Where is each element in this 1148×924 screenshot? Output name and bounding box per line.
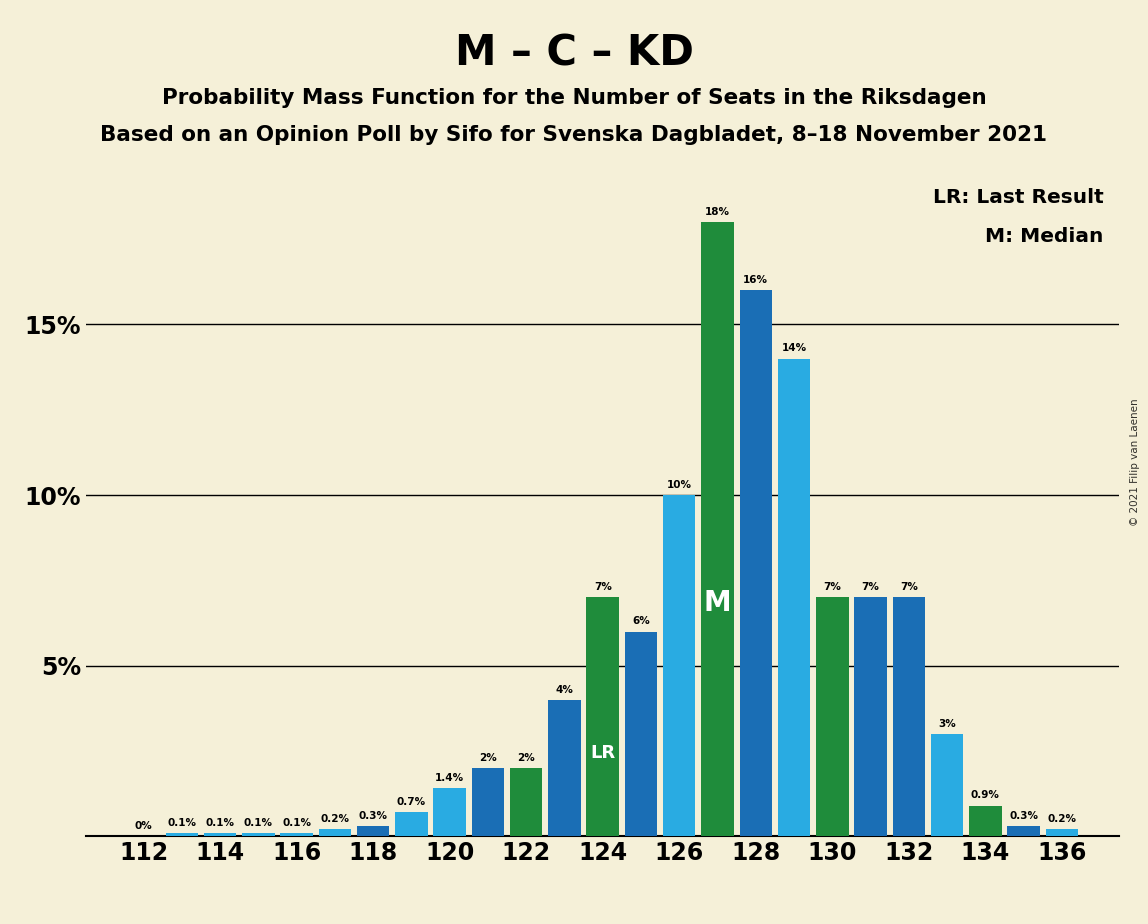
Text: M: Median: M: Median xyxy=(985,227,1103,247)
Text: 14%: 14% xyxy=(782,344,807,354)
Text: 10%: 10% xyxy=(667,480,692,490)
Text: 0.2%: 0.2% xyxy=(320,814,349,824)
Bar xyxy=(931,734,963,836)
Text: 0.2%: 0.2% xyxy=(1047,814,1077,824)
Bar xyxy=(395,812,427,836)
Text: 7%: 7% xyxy=(594,582,612,592)
Bar xyxy=(816,598,848,836)
Text: 7%: 7% xyxy=(900,582,917,592)
Bar xyxy=(510,768,543,836)
Text: 4%: 4% xyxy=(556,685,573,695)
Text: 0.7%: 0.7% xyxy=(397,797,426,808)
Text: 6%: 6% xyxy=(633,616,650,626)
Text: 2%: 2% xyxy=(479,753,497,763)
Bar xyxy=(549,699,581,836)
Text: 0.3%: 0.3% xyxy=(358,811,388,821)
Bar xyxy=(280,833,312,836)
Bar xyxy=(664,495,696,836)
Text: 0.1%: 0.1% xyxy=(205,818,234,828)
Text: 7%: 7% xyxy=(823,582,841,592)
Bar xyxy=(854,598,886,836)
Text: LR: Last Result: LR: Last Result xyxy=(933,188,1103,207)
Text: LR: LR xyxy=(590,744,615,761)
Bar xyxy=(969,806,1001,836)
Bar xyxy=(203,833,236,836)
Bar xyxy=(1046,830,1078,836)
Text: M – C – KD: M – C – KD xyxy=(455,32,693,74)
Text: 1.4%: 1.4% xyxy=(435,773,464,784)
Text: 2%: 2% xyxy=(518,753,535,763)
Bar xyxy=(625,631,657,836)
Bar xyxy=(777,359,810,836)
Text: 18%: 18% xyxy=(705,207,730,217)
Text: 0.3%: 0.3% xyxy=(1009,811,1038,821)
Text: © 2021 Filip van Laenen: © 2021 Filip van Laenen xyxy=(1130,398,1140,526)
Bar xyxy=(1007,826,1040,836)
Bar xyxy=(472,768,504,836)
Text: 0%: 0% xyxy=(134,821,153,831)
Text: 0.1%: 0.1% xyxy=(282,818,311,828)
Text: 0.1%: 0.1% xyxy=(243,818,273,828)
Bar xyxy=(739,290,773,836)
Bar xyxy=(892,598,925,836)
Bar xyxy=(587,598,619,836)
Text: Based on an Opinion Poll by Sifo for Svenska Dagbladet, 8–18 November 2021: Based on an Opinion Poll by Sifo for Sve… xyxy=(101,125,1047,145)
Text: 3%: 3% xyxy=(938,719,956,729)
Text: 0.9%: 0.9% xyxy=(971,790,1000,800)
Bar xyxy=(165,833,197,836)
Text: 7%: 7% xyxy=(862,582,879,592)
Bar xyxy=(318,830,351,836)
Text: 16%: 16% xyxy=(743,275,768,286)
Text: M: M xyxy=(704,589,731,617)
Bar xyxy=(701,222,734,836)
Bar xyxy=(433,788,466,836)
Bar xyxy=(242,833,274,836)
Bar xyxy=(357,826,389,836)
Text: Probability Mass Function for the Number of Seats in the Riksdagen: Probability Mass Function for the Number… xyxy=(162,88,986,108)
Text: 0.1%: 0.1% xyxy=(168,818,196,828)
